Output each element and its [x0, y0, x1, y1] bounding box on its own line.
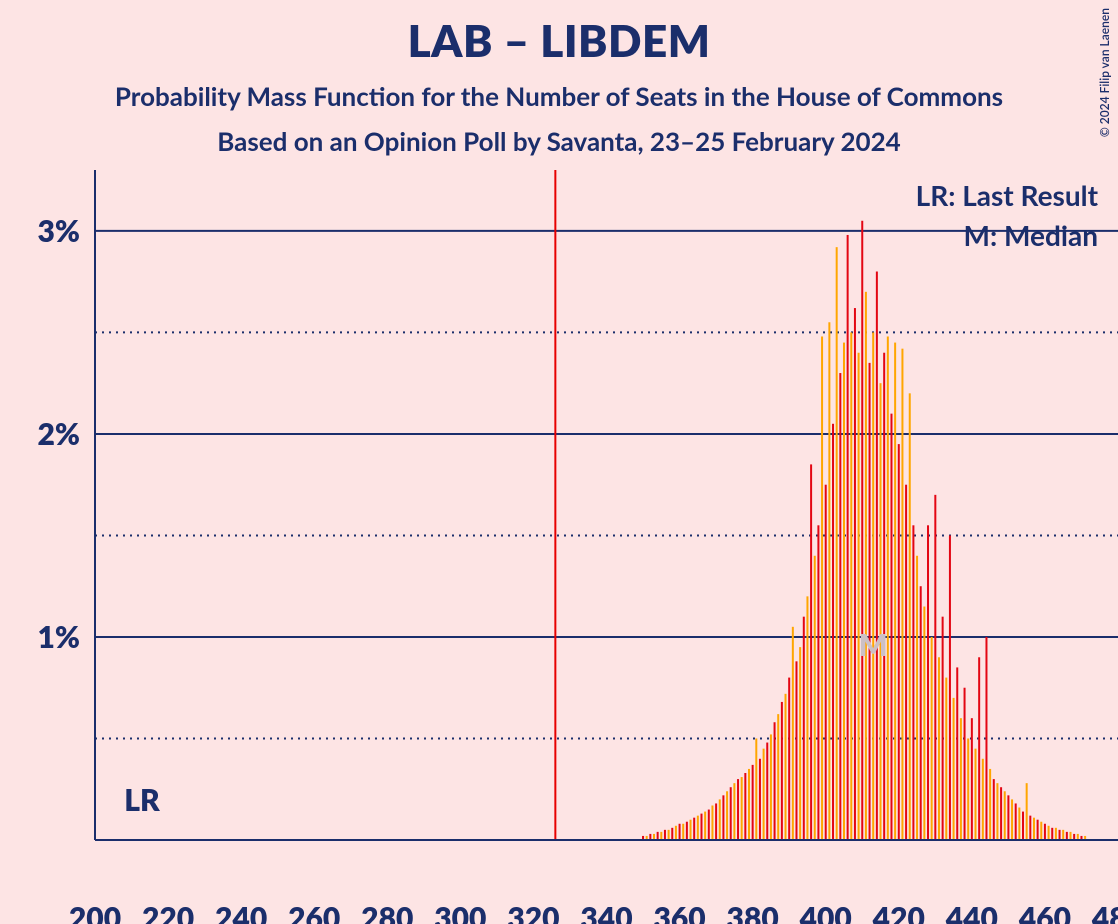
chart-subtitle-1: Probability Mass Function for the Number…: [0, 80, 1118, 112]
x-tick-label: 300: [434, 900, 486, 924]
x-tick-label: 240: [215, 900, 267, 924]
chart-title: LAB – LIBDEM: [0, 15, 1118, 67]
chart-area: 1%2%3% 200220240260280300320340360380400…: [0, 170, 1118, 910]
x-tick-label: 440: [946, 900, 998, 924]
y-tick-label: 3%: [0, 213, 80, 249]
legend-last-result: LR: Last Result: [916, 178, 1098, 212]
x-tick-label: 420: [873, 900, 925, 924]
x-tick-label: 280: [361, 900, 413, 924]
lr-annotation: LR: [124, 782, 159, 818]
x-tick-label: 400: [800, 900, 852, 924]
chart-subtitle-2: Based on an Opinion Poll by Savanta, 23–…: [0, 125, 1118, 157]
x-tick-label: 340: [580, 900, 632, 924]
y-tick-label: 1%: [0, 619, 80, 655]
chart-svg: [0, 170, 1118, 910]
x-tick-label: 360: [653, 900, 705, 924]
x-tick-label: 320: [507, 900, 559, 924]
y-tick-label: 2%: [0, 416, 80, 452]
x-tick-label: 480: [1092, 900, 1118, 924]
m-annotation: M: [859, 627, 888, 663]
x-tick-label: 460: [1019, 900, 1071, 924]
x-tick-label: 220: [142, 900, 194, 924]
x-tick-label: 260: [288, 900, 340, 924]
x-tick-label: 380: [727, 900, 779, 924]
legend-median: M: Median: [964, 218, 1098, 252]
x-tick-label: 200: [69, 900, 121, 924]
copyright-label: © 2024 Filip van Laenen: [1097, 8, 1112, 137]
